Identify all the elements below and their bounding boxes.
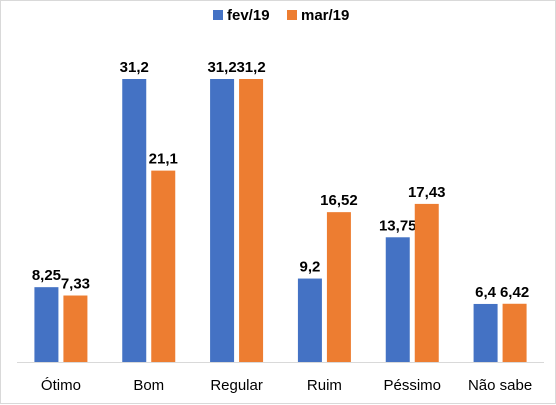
data-label: 6,4	[475, 284, 497, 301]
x-tick-label: Não sabe	[468, 377, 532, 394]
data-label: 31,2	[236, 59, 265, 76]
bar-fev-19-1	[122, 79, 147, 362]
legend-label: fev/19	[227, 7, 270, 24]
legend-swatch	[213, 10, 223, 20]
bar-mar-19-5	[502, 303, 527, 362]
data-label: 9,2	[299, 259, 320, 276]
data-label: 17,43	[408, 184, 446, 201]
legend-swatch	[287, 10, 297, 20]
data-label: 7,33	[61, 276, 90, 293]
bar-mar-19-1	[151, 170, 176, 362]
bar-fev-19-2	[210, 79, 235, 362]
x-tick-label: Regular	[210, 377, 263, 394]
data-label: 21,1	[149, 151, 178, 168]
bar-mar-19-3	[326, 212, 351, 362]
bar-fev-19-0	[34, 287, 59, 362]
data-label: 8,25	[32, 267, 61, 284]
bar-fev-19-5	[473, 303, 498, 362]
bar-fev-19-3	[297, 278, 322, 362]
x-tick-label: Ruim	[307, 377, 342, 394]
data-label: 31,2	[207, 59, 236, 76]
data-label: 16,52	[320, 192, 358, 209]
data-label: 13,75	[379, 217, 417, 234]
data-label: 31,2	[120, 59, 149, 76]
bar-mar-19-2	[239, 79, 264, 362]
x-tick-label: Bom	[133, 377, 164, 394]
bar-mar-19-4	[414, 203, 439, 362]
bar-mar-19-0	[63, 295, 88, 362]
x-tick-label: Ótimo	[41, 377, 81, 394]
data-label: 6,42	[500, 284, 529, 301]
x-tick-label: Péssimo	[383, 377, 441, 394]
bar-fev-19-4	[385, 237, 410, 362]
legend-label: mar/19	[301, 7, 349, 24]
